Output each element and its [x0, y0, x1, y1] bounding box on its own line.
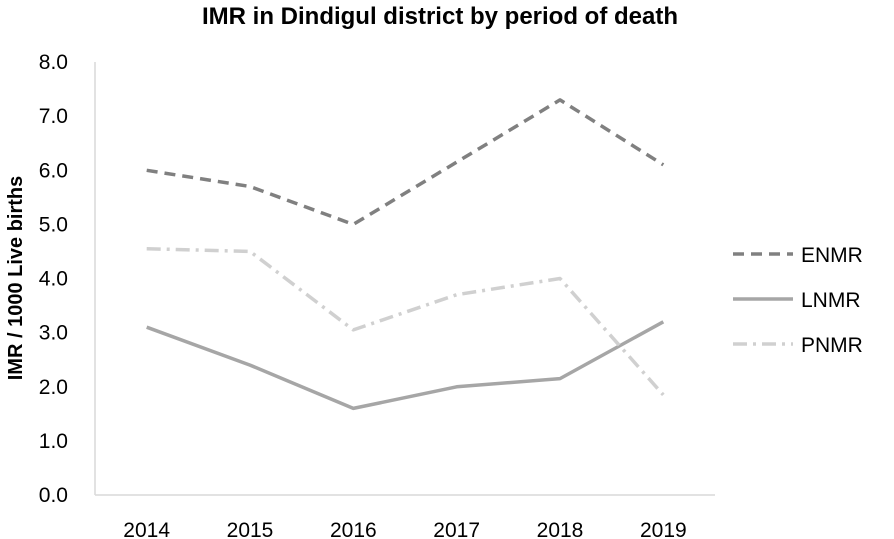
y-tick-label: 8.0 [39, 51, 68, 74]
series-line-enmr [146, 98, 665, 227]
legend-label-enmr: ENMR [801, 244, 863, 267]
y-tick-label: 5.0 [39, 213, 68, 236]
chart-title: IMR in Dindigul district by period of de… [202, 3, 678, 30]
series-lines [146, 98, 665, 411]
y-tick-label: 6.0 [39, 159, 68, 182]
series-line-pnmr [146, 246, 665, 397]
legend: ENMR LNMR PNMR [733, 244, 863, 357]
y-tick-label: 4.0 [39, 268, 68, 291]
y-tick-labels: 0.0 1.0 2.0 3.0 4.0 5.0 6.0 7.0 8.0 [39, 51, 68, 507]
y-tick-label: 3.0 [39, 322, 68, 345]
x-tick-labels: 2014 2015 2016 2017 2018 2019 [123, 519, 686, 539]
y-tick-label: 2.0 [39, 376, 68, 399]
x-tick-label: 2016 [330, 519, 377, 539]
x-tick-label: 2014 [123, 519, 170, 539]
series-line-lnmr [146, 320, 665, 411]
y-tick-label: 1.0 [39, 430, 68, 453]
legend-label-pnmr: PNMR [801, 334, 863, 357]
x-tick-label: 2015 [227, 519, 274, 539]
x-tick-label: 2017 [433, 519, 480, 539]
x-tick-label: 2018 [537, 519, 584, 539]
axes [94, 62, 715, 496]
y-axis-label: IMR / 1000 Live births [5, 176, 27, 381]
x-tick-label: 2019 [640, 519, 687, 539]
y-tick-label: 7.0 [39, 105, 68, 128]
y-tick-label: 0.0 [39, 484, 68, 507]
legend-label-lnmr: LNMR [801, 289, 861, 312]
